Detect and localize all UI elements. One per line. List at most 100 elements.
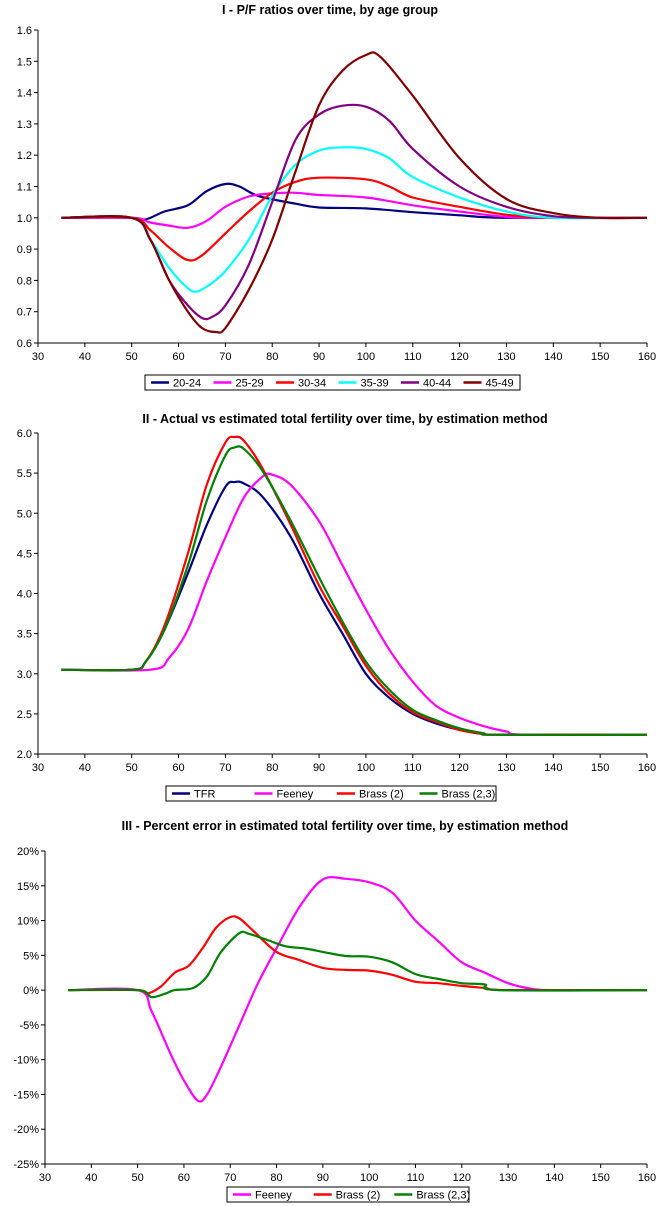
chart-1-x-ticks: 30 40 50 60 70 80 90 100 110 120 130 140 150 160 — [32, 343, 656, 363]
chart-3-x-tick-label: 60 — [178, 1172, 190, 1184]
chart-3-series-line-brass-2 — [68, 915, 648, 995]
chart-2-y-tick-label: 3.0 — [17, 669, 32, 681]
chart-2-x-tick-label: 120 — [450, 762, 468, 774]
chart-3-y-tick-label: -5% — [19, 1020, 39, 1032]
chart-3-plot-area: -25% -20% -15% -10% -5% 0% 5% 10% 15% 20% 30 40 50 6… — [13, 846, 656, 1184]
chart-1-x-tick-label: 120 — [450, 351, 468, 363]
chart-2-series-line-brass-2-3 — [61, 445, 648, 736]
chart-2-x-tick-label: 160 — [638, 762, 656, 774]
chart-2-x-ticks: 30 40 50 60 70 80 90 100 110 120 130 140 150 160 — [32, 754, 656, 774]
chart-2-y-tick-label: 4.5 — [17, 548, 32, 560]
chart-1-legend-label-25-29: 25-29 — [236, 378, 264, 390]
chart-2-legend-label-brass-2: Brass (2) — [359, 789, 404, 801]
chart-3-y-tick-label: -25% — [13, 1159, 39, 1171]
chart-3-x-tick-label: 110 — [407, 1172, 425, 1184]
chart-3-x-tick-label: 30 — [39, 1172, 51, 1184]
chart-1-x-tick-label: 100 — [357, 351, 375, 363]
chart-2-x-tick-label: 60 — [172, 762, 184, 774]
chart-2-x-tick-label: 40 — [79, 762, 91, 774]
chart-1-legend-label-20-24: 20-24 — [173, 378, 201, 390]
chart-1-legend-items: 20-24 25-29 30-34 35-39 40-44 45-49 — [151, 378, 514, 390]
chart-1-y-tick-label: 1.0 — [17, 213, 32, 225]
chart-1-title: I - P/F ratios over time, by age group — [222, 3, 438, 17]
panel-3: III - Percent error in estimated total f… — [13, 819, 656, 1203]
chart-2-series-line-brass-2 — [61, 435, 648, 736]
panel-1: I - P/F ratios over time, by age group 0… — [17, 3, 656, 391]
chart-1-x-tick-label: 160 — [638, 351, 656, 363]
chart-3-title: III - Percent error in estimated total f… — [122, 819, 569, 833]
chart-2-y-tick-label: 3.5 — [17, 629, 32, 641]
chart-1-x-tick-label: 30 — [32, 351, 44, 363]
chart-1-legend-box — [144, 374, 521, 391]
chart-1-legend-label-40-44: 40-44 — [423, 378, 451, 390]
chart-3-x-tick-label: 70 — [224, 1172, 236, 1184]
chart-1-x-tick-label: 70 — [219, 351, 231, 363]
chart-3-legend-items: Feeney Brass (2) Brass (2,3) — [233, 1190, 470, 1202]
chart-3-y-tick-label: 0% — [23, 985, 39, 997]
chart-1-y-tick-label: 0.8 — [17, 275, 32, 287]
chart-3-legend-label-brass-2-3: Brass (2,3) — [416, 1190, 470, 1202]
chart-1-legend-label-35-39: 35-39 — [361, 378, 389, 390]
chart-3-x-ticks: 30 40 50 60 70 80 90 100 110 120 130 140 150 160 — [39, 1164, 656, 1184]
chart-2-x-tick-label: 80 — [266, 762, 278, 774]
chart-3-y-tick-label: -20% — [13, 1124, 39, 1136]
chart-3-x-tick-label: 130 — [499, 1172, 517, 1184]
chart-3-legend-box — [226, 1186, 470, 1203]
chart-3-x-tick-label: 80 — [270, 1172, 282, 1184]
chart-2-x-tick-label: 110 — [404, 762, 422, 774]
chart-3-series-line-feeney — [68, 876, 648, 1103]
chart-1-x-tick-label: 110 — [404, 351, 422, 363]
chart-2-legend-box — [165, 785, 497, 802]
chart-2-legend: TFR Feeney Brass (2) Brass (2,3) — [165, 785, 497, 802]
chart-1-x-tick-label: 60 — [172, 351, 184, 363]
chart-1-series-line-30-34 — [61, 176, 648, 262]
chart-3-plot-background — [45, 851, 647, 1164]
chart-2-plot-area: 2.0 2.5 3.0 3.5 4.0 4.5 5.0 5.5 6.0 30 40 50 60 70 80… — [17, 428, 656, 774]
chart-2-y-tick-label: 5.0 — [17, 508, 32, 520]
chart-1-y-tick-label: 1.1 — [17, 182, 32, 194]
chart-3-y-tick-label: -10% — [13, 1055, 39, 1067]
chart-3-x-tick-label: 40 — [85, 1172, 97, 1184]
chart-2-y-tick-label: 5.5 — [17, 468, 32, 480]
chart-3-y-tick-label: -15% — [13, 1089, 39, 1101]
chart-2-x-tick-label: 70 — [219, 762, 231, 774]
chart-1-series-line-45-49 — [61, 51, 648, 334]
chart-1-x-tick-label: 90 — [313, 351, 325, 363]
chart-2-x-tick-label: 90 — [313, 762, 325, 774]
chart-2-legend-label-tfr: TFR — [194, 789, 215, 801]
chart-2-series-line-feeney — [61, 472, 648, 737]
chart-2-y-ticks: 2.0 2.5 3.0 3.5 4.0 4.5 5.0 5.5 6.0 — [17, 428, 38, 761]
chart-3-x-tick-label: 50 — [131, 1172, 143, 1184]
chart-1-legend-label-30-34: 30-34 — [298, 378, 326, 390]
chart-1-y-tick-label: 1.4 — [17, 88, 32, 100]
chart-3-x-tick-label: 140 — [545, 1172, 563, 1184]
chart-3-x-tick-label: 150 — [592, 1172, 610, 1184]
chart-2-x-tick-label: 50 — [126, 762, 138, 774]
chart-1-y-tick-label: 1.3 — [17, 119, 32, 131]
chart-3-y-ticks: -25% -20% -15% -10% -5% 0% 5% 10% 15% 20% — [13, 846, 45, 1171]
chart-2-plot-background — [38, 433, 647, 754]
chart-2-x-tick-label: 140 — [544, 762, 562, 774]
chart-2-y-tick-label: 6.0 — [17, 428, 32, 440]
chart-1-y-tick-label: 0.9 — [17, 244, 32, 256]
panel-2: II - Actual vs estimated total fertility… — [17, 412, 656, 802]
chart-1-legend: 20-24 25-29 30-34 35-39 40-44 45-49 — [144, 374, 521, 391]
chart-3-x-tick-label: 100 — [360, 1172, 378, 1184]
chart-2-legend-label-feeney: Feeney — [277, 789, 314, 801]
chart-1-series-line-35-39 — [61, 146, 648, 293]
chart-3-legend: Feeney Brass (2) Brass (2,3) — [226, 1186, 470, 1203]
chart-3-y-tick-label: 20% — [17, 846, 39, 858]
chart-1-x-tick-label: 140 — [544, 351, 562, 363]
chart-1-y-tick-label: 1.2 — [17, 150, 32, 162]
chart-3-series-line-brass-2-3 — [68, 930, 648, 999]
chart-1-y-tick-label: 1.5 — [17, 56, 32, 68]
chart-3-y-tick-label: 5% — [23, 950, 39, 962]
chart-1-y-ticks: 0.6 0.7 0.8 0.9 1.0 1.1 1.2 1.3 1.4 1.5 1.6 — [17, 25, 38, 350]
chart-1-plot-background — [38, 30, 647, 343]
chart-1-legend-label-45-49: 45-49 — [486, 378, 514, 390]
chart-1-x-tick-label: 150 — [591, 351, 609, 363]
chart-3-x-tick-label: 90 — [317, 1172, 329, 1184]
chart-3-y-tick-label: 15% — [17, 881, 39, 893]
chart-2-x-tick-label: 100 — [357, 762, 375, 774]
